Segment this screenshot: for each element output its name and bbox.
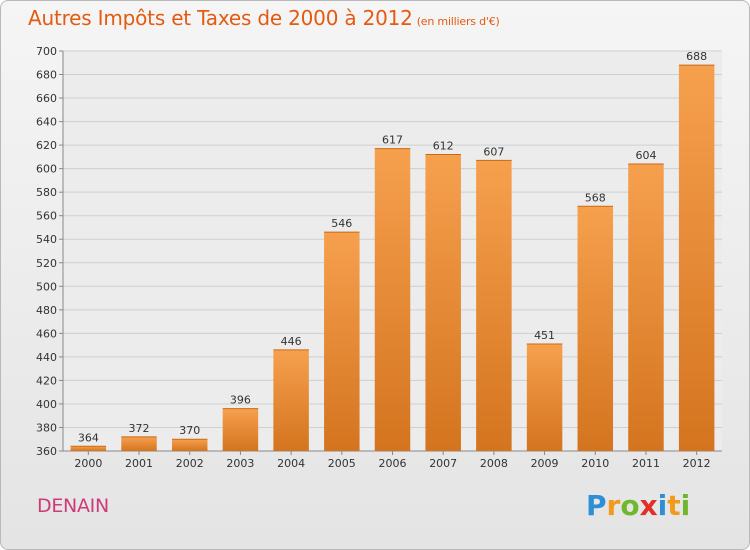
data-label: 396: [230, 394, 251, 407]
data-label: 370: [179, 424, 200, 437]
data-label: 372: [129, 422, 150, 435]
x-tick-label: 2005: [328, 457, 356, 470]
logo-letter: t: [667, 489, 681, 522]
bar: [324, 232, 360, 451]
bar: [628, 163, 664, 452]
x-tick-label: 2002: [176, 457, 204, 470]
city-label: DENAIN: [37, 495, 109, 517]
y-tick-label: 540: [36, 233, 57, 246]
x-tick-label: 2009: [531, 457, 559, 470]
y-tick-label: 460: [36, 327, 57, 340]
x-tick-label: 2006: [379, 457, 407, 470]
data-label: 546: [331, 217, 352, 230]
chart-unit: (en milliers d'€): [416, 15, 500, 28]
logo-letter: r: [606, 489, 621, 522]
x-tick-label: 2001: [125, 457, 153, 470]
chart-title-text: Autres Impôts et Taxes de 2000 à 2012: [28, 6, 413, 30]
data-label: 446: [281, 335, 302, 348]
logo-letter: i: [657, 489, 668, 522]
bar: [121, 436, 157, 451]
data-label: 364: [78, 431, 99, 444]
bar: [374, 148, 411, 451]
y-tick-label: 400: [36, 398, 57, 411]
y-tick-label: 560: [36, 210, 57, 223]
data-label: 604: [635, 149, 656, 162]
y-tick-label: 420: [36, 374, 57, 387]
y-tick-label: 360: [36, 445, 57, 458]
bar: [222, 408, 259, 451]
proxiti-logo: Proxiti: [586, 489, 690, 522]
y-tick-label: 520: [36, 257, 57, 270]
x-tick-label: 2000: [74, 457, 102, 470]
bar: [526, 343, 563, 451]
logo-letter: x: [639, 489, 658, 522]
logo-letter: i: [680, 489, 691, 522]
logo-letter: o: [620, 489, 640, 522]
data-label: 688: [686, 50, 707, 63]
y-tick-label: 600: [36, 163, 57, 176]
bar: [577, 206, 614, 451]
bar: [476, 160, 512, 452]
bar: [171, 439, 208, 451]
y-tick-label: 480: [36, 304, 57, 317]
x-tick-label: 2007: [429, 457, 457, 470]
x-tick-label: 2004: [277, 457, 305, 470]
data-label: 568: [585, 191, 606, 204]
y-tick-label: 500: [36, 280, 57, 293]
data-label: 617: [382, 134, 403, 147]
y-tick-label: 380: [36, 421, 57, 434]
y-tick-label: 640: [36, 116, 57, 129]
x-tick-label: 2003: [226, 457, 254, 470]
y-tick-label: 580: [36, 186, 57, 199]
y-tick-label: 440: [36, 351, 57, 364]
y-tick-label: 620: [36, 139, 57, 152]
x-tick-label: 2008: [480, 457, 508, 470]
data-label: 451: [534, 329, 555, 342]
x-tick-label: 2010: [581, 457, 609, 470]
logo-letter: P: [586, 489, 607, 522]
y-tick-label: 700: [36, 45, 57, 58]
bar: [273, 349, 309, 451]
y-tick-label: 680: [36, 69, 57, 82]
x-tick-label: 2012: [683, 457, 711, 470]
y-tick-label: 660: [36, 92, 57, 105]
x-tick-label: 2011: [632, 457, 660, 470]
bar: [678, 65, 715, 451]
data-label: 607: [483, 145, 504, 158]
bar: [70, 446, 107, 451]
data-label: 612: [433, 140, 454, 153]
chart-title: Autres Impôts et Taxes de 2000 à 2012 (en…: [28, 6, 500, 30]
bar: [425, 154, 461, 451]
